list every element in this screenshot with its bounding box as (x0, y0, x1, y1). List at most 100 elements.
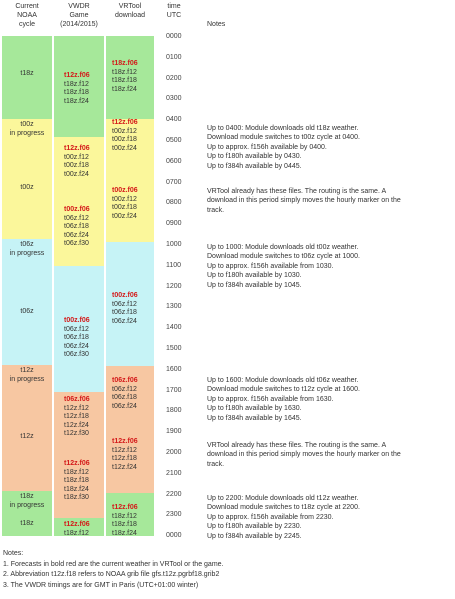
note-line: Download module switches to t00z cycle a… (207, 134, 360, 142)
note-line: Up to f180h available by 1630. (207, 405, 302, 413)
note-line: 1. Forecasts in bold red are the current… (3, 560, 224, 568)
cycle-label: t18z in progress (9, 493, 45, 509)
cycle-label: t12z in progress (9, 367, 45, 383)
note-block: Up to 1600: Module downloads old t06z we… (207, 376, 360, 423)
note-line: Download module switches to t06z cycle a… (207, 253, 360, 261)
header-notes: Notes (207, 21, 226, 28)
note-line: Up to approx. f156h available from 1030. (207, 262, 334, 270)
cycle-label: t12z (20, 433, 34, 440)
game-forecast-stack: t12z.f06 t18z.f12 t18z.f18 t18z.f24 (64, 72, 90, 106)
note-line: VRTool already has these files. The rout… (207, 188, 387, 195)
note-line: VRTool already has these files. The rout… (207, 442, 387, 449)
cycle-block-t00z-progress: t00z in progress (2, 119, 52, 139)
note-block: Up to 2200: Module downloads old t12z we… (207, 494, 360, 541)
forecast-label: t06z.f24 (112, 317, 137, 325)
note-line: track. (207, 460, 225, 468)
cycle-block-t18z: t18z (2, 36, 52, 119)
forecast-label: t06z.f30 (64, 351, 89, 359)
forecast-label: t12z.f06 (112, 119, 138, 126)
game-block-green (54, 36, 104, 137)
cycle-column: t18z t00z in progress t00z t06z in progres… (2, 36, 52, 536)
forecast-label: t06z.f12 (64, 214, 89, 222)
forecast-label: t06z.f06 (112, 377, 138, 384)
note-line: Up to f180h available by 1030. (207, 272, 302, 280)
cycle-block-t18z-late: t18z (2, 511, 52, 536)
time-label: 1600 (166, 365, 182, 373)
game-block-yellow (54, 137, 104, 266)
forecast-label: t00z.f06 (112, 292, 138, 299)
game-forecast-stack: t00z.f06 t06z.f12 t06z.f18 t06z.f24 t06z.f30 (64, 206, 90, 249)
forecast-label: t12z.f06 (64, 72, 90, 79)
game-forecast-stack: t12z.f06 t18z.f12 t18z.f18 t18z.f24 t18z.f30 (64, 460, 90, 503)
time-label: 1500 (166, 345, 182, 352)
forecast-label: t18z.f24 (64, 97, 89, 105)
note-line: track. (207, 206, 225, 214)
forecast-label: t12z.f30 (64, 430, 89, 438)
header-vwdr-game: VWDR Game (2014/2015) (60, 3, 98, 28)
forecast-label: t00z.f06 (112, 187, 138, 194)
forecast-label: t12z.f06 (64, 460, 90, 467)
game-forecast-stack: t00z.f06 t06z.f12 t06z.f18 t06z.f24 t06z.f30 (64, 317, 90, 360)
vrtool-forecast-stack: t18z.f06 t18z.f12 t18z.f18 t18z.f24 (112, 60, 138, 94)
forecast-label: t18z.f12 (64, 529, 89, 537)
vrtool-forecast-stack: t12z.f06 t18z.f12 t18z.f18 t18z.f24 (112, 504, 138, 538)
forecast-label: t00z.f12 (112, 127, 137, 135)
game-block-cyan (54, 266, 104, 392)
vrtool-forecast-stack: t00z.f06 t00z.f12 t00z.f18 t00z.f24 (112, 187, 138, 221)
time-label: 0900 (166, 220, 182, 228)
time-label: 2300 (166, 511, 182, 519)
forecast-label: t00z.f24 (112, 144, 137, 152)
time-label: 1900 (166, 428, 182, 436)
forecast-label: t18z.f24 (112, 529, 137, 537)
forecast-label: t00z.f18 (112, 204, 137, 212)
cycle-block-t00z: t00z (2, 139, 52, 239)
forecast-label: t12z.f24 (112, 463, 137, 471)
time-label: 0800 (166, 199, 182, 207)
vrtool-column (106, 36, 154, 536)
forecast-label: t18z.f30 (64, 494, 89, 502)
forecast-label: t12z.f18 (64, 413, 89, 421)
game-forecast-stack: t12z.f06 t00z.f12 t00z.f18 t00z.f24 (64, 145, 90, 179)
time-label: 1100 (166, 261, 182, 269)
time-label: 0700 (166, 178, 182, 186)
forecast-label: t06z.f24 (112, 402, 137, 410)
note-block: Up to 0400: Module downloads old t18z we… (207, 124, 360, 171)
game-forecast-stack: t12z.f06 t18z.f12 (64, 521, 90, 538)
forecast-label: t18z.f06 (112, 60, 138, 67)
note-block: VRTool already has these files. The rout… (207, 441, 401, 469)
note-line: Up to approx. f156h available from 1630. (207, 395, 334, 403)
time-label: 1700 (166, 386, 182, 394)
time-label: 0300 (166, 95, 182, 103)
time-label: 1400 (166, 324, 182, 332)
note-line: Up to f180h available by 0430. (207, 153, 302, 161)
note-line: Up to f384h available by 0445. (207, 162, 302, 170)
game-block-orange (54, 392, 104, 518)
forecast-label: t12z.f06 (112, 438, 138, 445)
forecast-label: t06z.f12 (64, 325, 89, 333)
time-label: 0200 (166, 74, 182, 82)
forecast-label: t18z.f18 (112, 521, 137, 529)
note-line: Download module switches to t18z cycle a… (207, 504, 360, 512)
cycle-label: t00z in progress (9, 121, 45, 137)
footnotes: Notes: 1. Forecasts in bold red are the c… (3, 549, 224, 591)
note-line: Up to 1600: Module downloads old t06z we… (207, 377, 359, 384)
note-line: Up to 1000: Module downloads old t00z we… (207, 244, 359, 251)
forecast-label: t00z.f24 (64, 170, 89, 178)
cycle-block-t06z-progress: t06z in progress (2, 239, 52, 259)
time-label: 0600 (166, 157, 182, 165)
time-label: 0500 (166, 137, 182, 144)
note-block: Up to 1000: Module downloads old t00z we… (207, 243, 360, 290)
time-label: 1300 (166, 303, 182, 311)
game-forecast-stack: t06z.f06 t12z.f12 t12z.f18 t12z.f24 t12z.f30 (64, 396, 90, 439)
forecast-label: t06z.f06 (64, 396, 90, 403)
time-label: 1000 (166, 241, 182, 248)
header-current-cycle: Current NOAA cycle (15, 3, 39, 28)
forecast-label: t12z.f06 (112, 504, 138, 511)
cycle-label: t06z in progress (9, 241, 45, 257)
time-label: 0400 (166, 116, 182, 124)
forecast-label: t12z.f06 (64, 521, 90, 528)
vrtool-block-green-late (106, 493, 154, 536)
note-line: Up to f180h available by 2230. (207, 523, 302, 531)
cycle-label: t06z (20, 308, 34, 315)
game-block-green-late (54, 518, 104, 536)
